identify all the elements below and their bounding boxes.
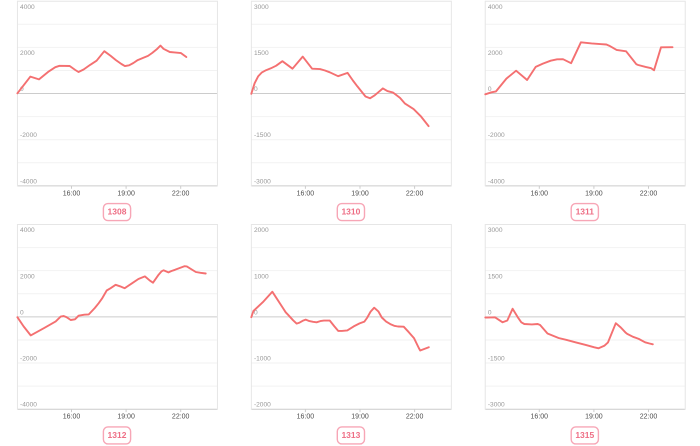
svg-text:4000: 4000 xyxy=(488,4,503,11)
svg-text:1500: 1500 xyxy=(254,50,269,57)
svg-text:0: 0 xyxy=(254,309,258,316)
svg-text:19:00: 19:00 xyxy=(117,414,135,421)
svg-text:1000: 1000 xyxy=(254,273,269,280)
svg-text:22:00: 22:00 xyxy=(172,414,190,421)
svg-text:3000: 3000 xyxy=(488,227,503,234)
svg-text:1315: 1315 xyxy=(575,430,594,440)
svg-text:19:00: 19:00 xyxy=(351,414,369,421)
svg-text:22:00: 22:00 xyxy=(406,414,424,421)
svg-text:-3000: -3000 xyxy=(254,178,271,185)
svg-text:-4000: -4000 xyxy=(20,178,37,185)
svg-text:-1500: -1500 xyxy=(254,132,271,139)
svg-text:-2000: -2000 xyxy=(488,132,505,139)
svg-text:2000: 2000 xyxy=(488,50,503,57)
svg-text:-2000: -2000 xyxy=(254,402,271,409)
svg-text:1310: 1310 xyxy=(341,207,360,217)
svg-text:-3000: -3000 xyxy=(488,402,505,409)
svg-text:1313: 1313 xyxy=(341,430,360,440)
svg-text:2000: 2000 xyxy=(254,227,269,234)
svg-text:1500: 1500 xyxy=(488,273,503,280)
svg-text:2000: 2000 xyxy=(20,50,35,57)
svg-text:16:00: 16:00 xyxy=(63,190,81,197)
svg-text:-1000: -1000 xyxy=(254,356,271,363)
svg-text:22:00: 22:00 xyxy=(640,190,658,197)
svg-text:0: 0 xyxy=(20,309,24,316)
svg-text:19:00: 19:00 xyxy=(585,190,603,197)
svg-text:0: 0 xyxy=(254,86,258,93)
svg-text:3000: 3000 xyxy=(254,4,269,11)
svg-text:-4000: -4000 xyxy=(488,178,505,185)
svg-text:19:00: 19:00 xyxy=(117,190,135,197)
svg-text:16:00: 16:00 xyxy=(63,414,81,421)
svg-text:1311: 1311 xyxy=(576,207,595,217)
svg-text:-2000: -2000 xyxy=(20,356,37,363)
svg-text:22:00: 22:00 xyxy=(172,190,190,197)
svg-text:2000: 2000 xyxy=(20,273,35,280)
svg-text:16:00: 16:00 xyxy=(297,414,315,421)
svg-text:19:00: 19:00 xyxy=(351,190,369,197)
svg-text:16:00: 16:00 xyxy=(531,190,549,197)
svg-text:16:00: 16:00 xyxy=(531,414,549,421)
svg-text:0: 0 xyxy=(20,86,24,93)
svg-text:4000: 4000 xyxy=(20,4,35,11)
svg-text:0: 0 xyxy=(488,86,492,93)
svg-text:1308: 1308 xyxy=(108,207,127,217)
svg-text:22:00: 22:00 xyxy=(406,190,424,197)
svg-text:-1500: -1500 xyxy=(488,356,505,363)
svg-text:-4000: -4000 xyxy=(20,402,37,409)
svg-text:19:00: 19:00 xyxy=(585,414,603,421)
svg-text:16:00: 16:00 xyxy=(297,190,315,197)
svg-text:-2000: -2000 xyxy=(20,132,37,139)
svg-text:22:00: 22:00 xyxy=(640,414,658,421)
svg-text:0: 0 xyxy=(488,309,492,316)
svg-text:1312: 1312 xyxy=(108,430,127,440)
svg-text:4000: 4000 xyxy=(20,227,35,234)
